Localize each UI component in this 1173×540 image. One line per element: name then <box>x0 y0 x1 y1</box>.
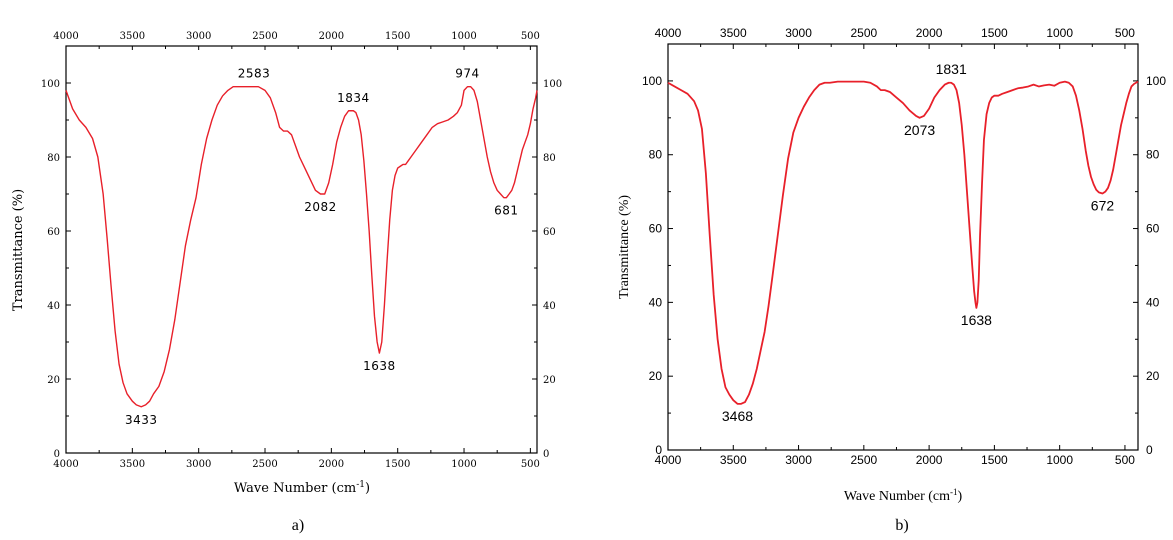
y-tick-label-left: 80 <box>649 148 663 162</box>
peak-label: 1638 <box>961 312 992 328</box>
chart-panel-b: 4000400035003500300030002500250020002000… <box>617 26 1166 534</box>
x-tick-label-bottom: 1500 <box>385 459 410 470</box>
y-tick-label-right: 20 <box>543 375 556 386</box>
x-tick-label-bottom: 4000 <box>655 453 682 467</box>
y-tick-label-right: 60 <box>543 227 556 238</box>
y-tick-label-right: 0 <box>543 449 549 460</box>
x-tick-label-top: 2500 <box>252 31 277 42</box>
x-tick-label-bottom: 3000 <box>186 459 211 470</box>
y-tick-label-left: 60 <box>649 222 663 236</box>
peak-label: 3468 <box>722 408 753 424</box>
y-tick-label-right: 40 <box>1146 295 1160 309</box>
x-tick-label-top: 3500 <box>120 31 145 42</box>
y-tick-label-left: 40 <box>649 295 663 309</box>
y-tick-label-right: 100 <box>543 79 562 90</box>
x-tick-label-bottom: 1000 <box>451 459 476 470</box>
y-tick-label-right: 60 <box>1146 222 1160 236</box>
peak-label: 2583 <box>238 67 271 81</box>
y-tick-label-left: 0 <box>54 449 60 460</box>
peak-label: 2082 <box>304 200 337 214</box>
x-tick-label-bottom: 3500 <box>120 459 145 470</box>
panel-label: a) <box>292 517 304 534</box>
x-tick-label-top: 2500 <box>850 26 877 40</box>
x-tick-label-bottom: 2000 <box>916 453 943 467</box>
x-tick-label-top: 500 <box>521 31 540 42</box>
peak-label: 681 <box>494 204 518 218</box>
x-tick-label-top: 3000 <box>186 31 211 42</box>
y-axis-title: Transmittance (%) <box>617 195 632 299</box>
spectrum-line <box>65 86 538 408</box>
y-tick-label-right: 40 <box>543 301 556 312</box>
y-tick-label-right: 20 <box>1146 369 1160 383</box>
x-tick-label-top: 1000 <box>451 31 476 42</box>
x-tick-label-top: 2000 <box>319 31 344 42</box>
x-tick-label-bottom: 1500 <box>981 453 1008 467</box>
spectrum-line <box>667 80 1139 405</box>
x-tick-label-bottom: 2000 <box>319 459 344 470</box>
x-tick-label-top: 3500 <box>720 26 747 40</box>
plot-frame <box>667 43 1139 451</box>
plot-frame <box>65 45 538 454</box>
x-tick-label-bottom: 1000 <box>1046 453 1073 467</box>
chart-panel-a: 4000400035003500300030002500250020002000… <box>11 31 562 534</box>
x-axis-title: Wave Number (cm-1) <box>844 487 963 504</box>
peak-label: 3433 <box>125 413 158 427</box>
y-tick-label-right: 0 <box>1146 443 1153 457</box>
peak-label: 1831 <box>936 61 967 77</box>
x-tick-label-bottom: 500 <box>521 459 540 470</box>
x-tick-label-bottom: 2500 <box>850 453 877 467</box>
x-tick-label-top: 1000 <box>1046 26 1073 40</box>
peak-label: 974 <box>455 67 479 81</box>
x-tick-label-bottom: 2500 <box>252 459 277 470</box>
x-tick-label-top: 3000 <box>785 26 812 40</box>
panel-label: b) <box>895 517 908 534</box>
x-tick-label-top: 4000 <box>53 31 78 42</box>
y-tick-label-left: 80 <box>47 153 60 164</box>
y-tick-label-right: 80 <box>543 153 556 164</box>
x-tick-label-top: 1500 <box>385 31 410 42</box>
y-tick-label-left: 0 <box>655 443 662 457</box>
x-tick-label-bottom: 500 <box>1115 453 1135 467</box>
x-tick-label-bottom: 4000 <box>53 459 78 470</box>
peak-label: 1638 <box>363 359 396 373</box>
y-tick-label-left: 60 <box>47 227 60 238</box>
x-tick-label-top: 500 <box>1115 26 1135 40</box>
y-tick-label-left: 100 <box>41 79 60 90</box>
y-tick-label-left: 40 <box>47 301 60 312</box>
y-tick-label-left: 100 <box>642 74 662 88</box>
y-axis-title: Transmittance (%) <box>11 189 26 311</box>
x-tick-label-bottom: 3500 <box>720 453 747 467</box>
x-axis-title: Wave Number (cm-1) <box>234 480 370 496</box>
y-tick-label-right: 100 <box>1146 74 1166 88</box>
peak-label: 2073 <box>904 122 935 138</box>
x-tick-label-top: 1500 <box>981 26 1008 40</box>
y-tick-label-left: 20 <box>47 375 60 386</box>
x-tick-label-bottom: 3000 <box>785 453 812 467</box>
y-tick-label-right: 80 <box>1146 148 1160 162</box>
y-tick-label-left: 20 <box>649 369 663 383</box>
x-tick-label-top: 2000 <box>916 26 943 40</box>
peak-label: 672 <box>1091 197 1115 213</box>
x-tick-label-top: 4000 <box>655 26 682 40</box>
peak-label: 1834 <box>337 91 370 105</box>
